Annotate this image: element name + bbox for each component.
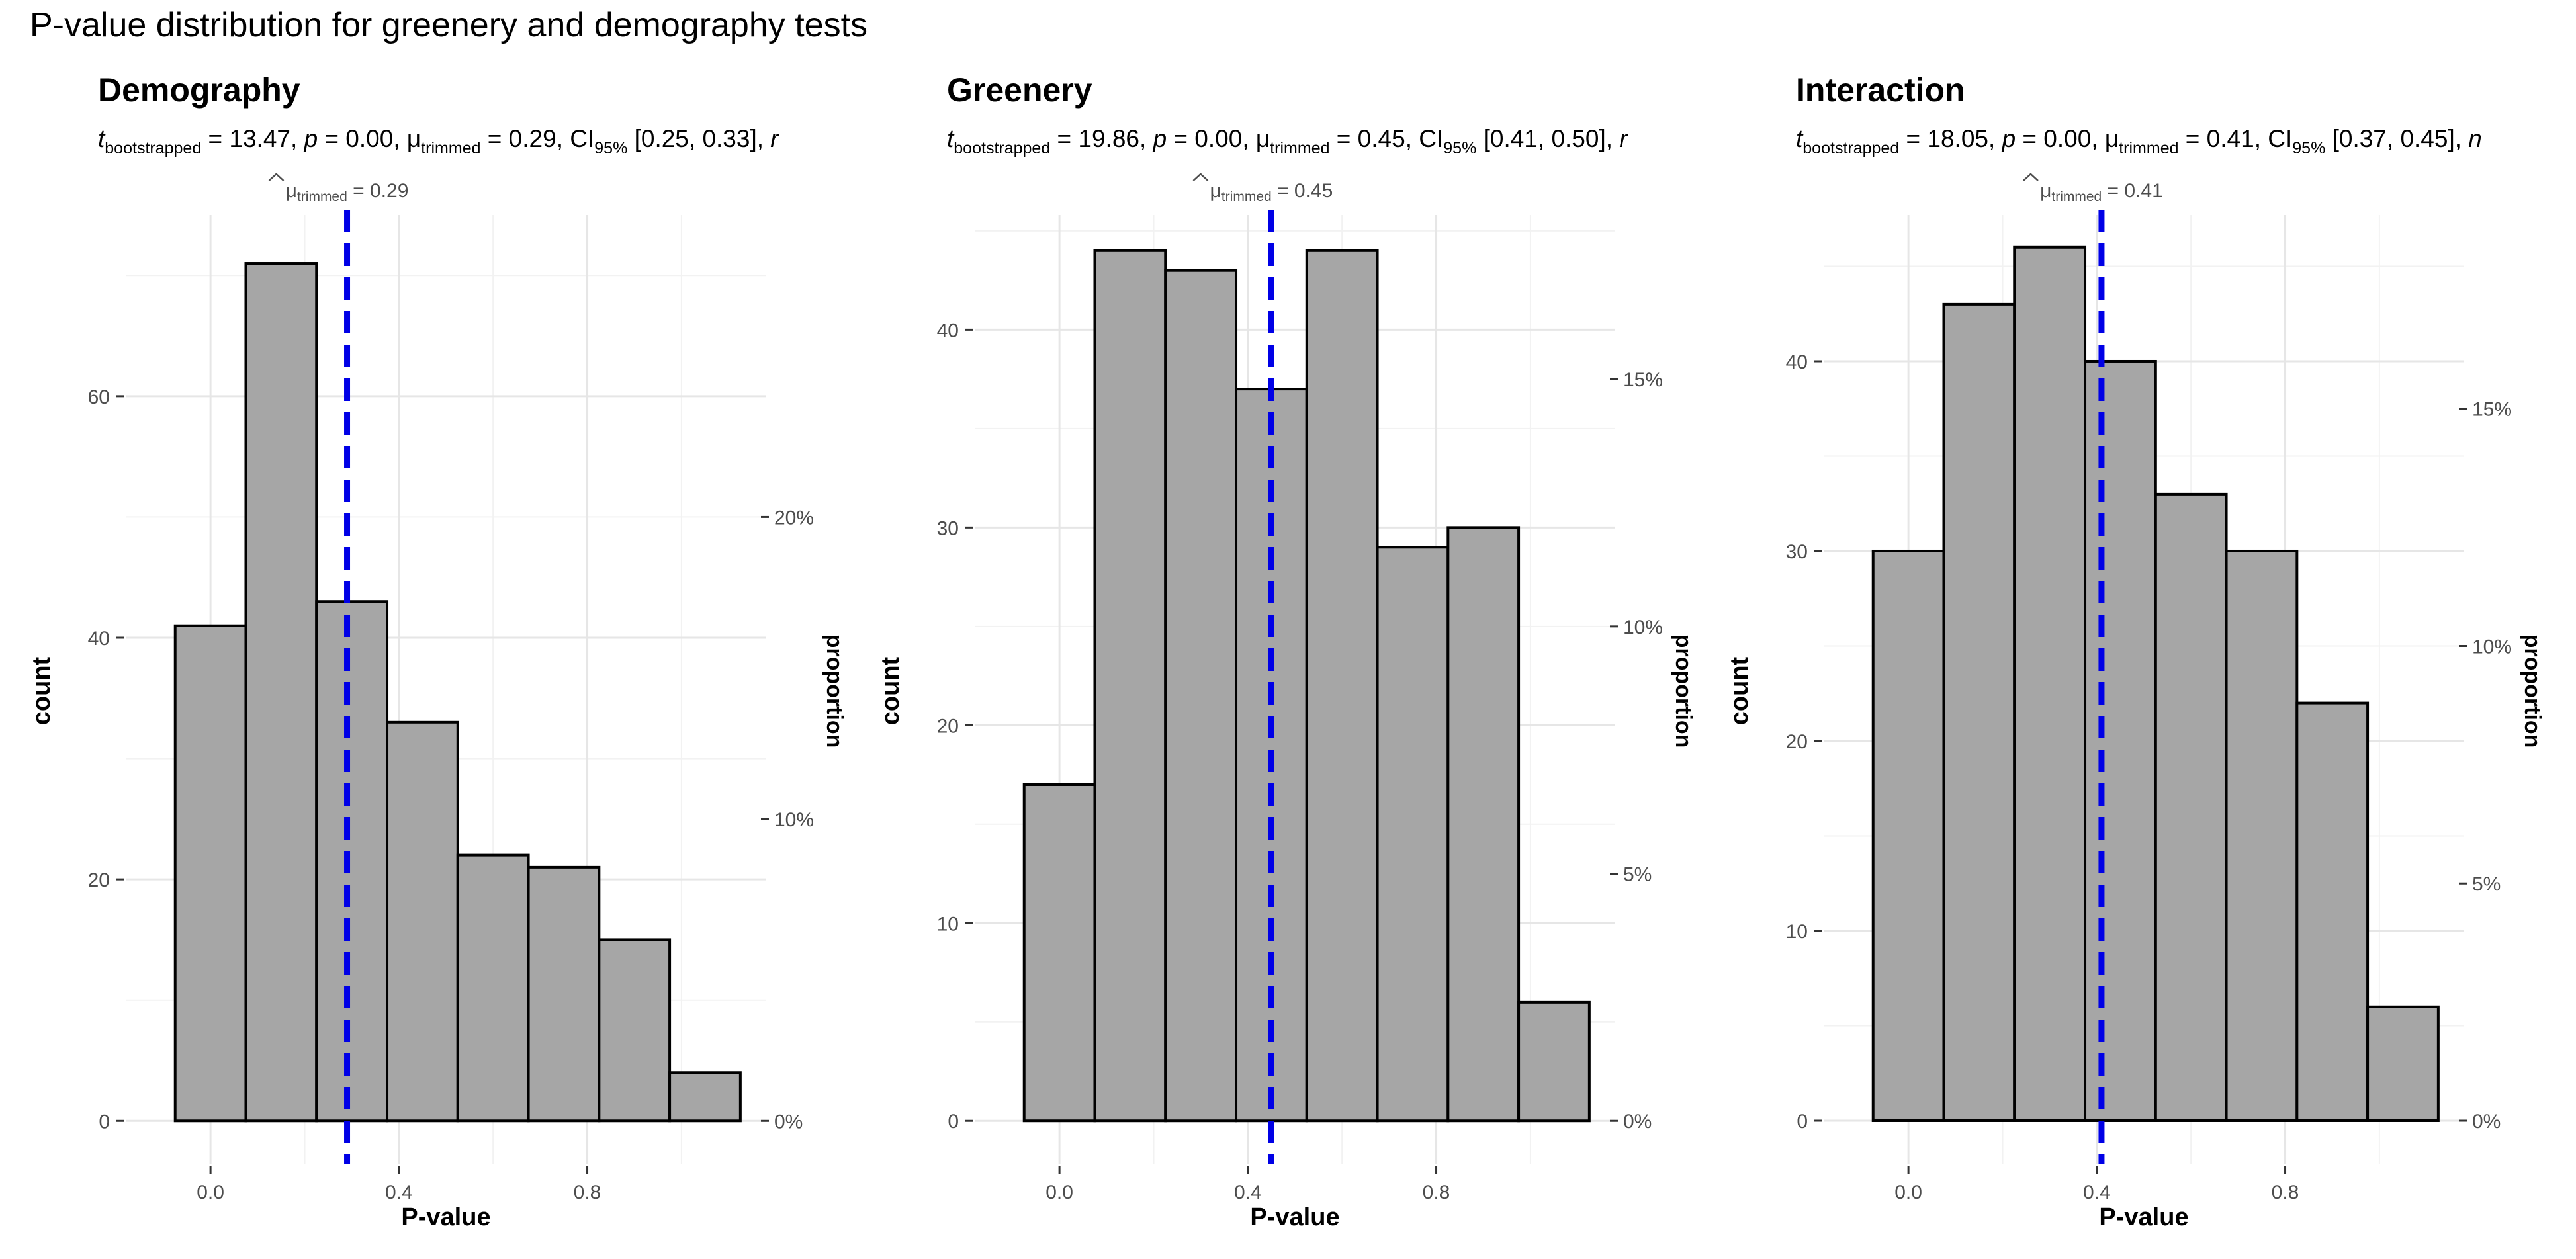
histogram-bar [527, 865, 601, 1123]
histogram-bar [2154, 492, 2228, 1122]
y2-tick-label: 15% [1623, 369, 1663, 391]
y2-tick-label: 20% [774, 507, 814, 529]
histogram-bar [2013, 245, 2087, 1122]
x-tick-label: 0.8 [574, 1182, 601, 1203]
x-axis-label: P-value [401, 1203, 490, 1231]
histogram-bar [1942, 302, 2016, 1122]
histogram-bar [2225, 549, 2299, 1122]
y2-axis-label: proportion [822, 634, 847, 748]
hat-mark [2023, 173, 2039, 181]
y2-tick-label: 10% [774, 809, 814, 831]
panel-greenery: μtrimmed = 0.45 0 10 20 30 40 0% 5% 10% 15% 0.0 0.4… [877, 71, 1696, 1231]
y2-tick-label: 10% [2472, 636, 2512, 658]
y-tick-label: 20 [937, 715, 959, 737]
histogram-bar [315, 600, 389, 1123]
panel-title: Demography [98, 71, 300, 109]
y2-axis-label: proportion [2520, 634, 2545, 748]
panel-title: Greenery [947, 71, 1092, 109]
y-tick-label: 20 [88, 869, 110, 891]
histogram-bar [1446, 526, 1521, 1123]
y-tick-label: 30 [937, 517, 959, 539]
hat-mark [1192, 173, 1209, 181]
y-tick-label: 30 [1786, 541, 1808, 563]
panel-subtitle: tbootstrapped = 13.47, p = 0.00, μtrimme… [98, 125, 779, 157]
histogram-bar [668, 1071, 742, 1123]
mean-annotation: μtrimmed = 0.45 [1210, 180, 1333, 204]
histogram-bar [1305, 249, 1379, 1123]
y-tick-label: 40 [937, 320, 959, 341]
histogram-bar [598, 938, 672, 1123]
histogram-bar [173, 624, 247, 1123]
x-tick-label: 0.4 [2083, 1182, 2111, 1203]
panel-interaction: μtrimmed = 0.41 0 10 20 30 40 0% 5% 10% 15% 0.0 0.4… [1726, 71, 2545, 1231]
x-tick-label: 0.8 [1423, 1182, 1450, 1203]
y2-tick-label: 15% [2472, 399, 2512, 421]
hat-mark [268, 173, 285, 181]
y2-tick-label: 0% [2472, 1111, 2501, 1133]
histogram-bar [1871, 549, 1945, 1122]
histogram-bar [2295, 701, 2370, 1122]
histogram-bar [386, 720, 459, 1123]
y-tick-label: 40 [88, 628, 110, 650]
histogram-bar [244, 262, 318, 1123]
mean-annotation: μtrimmed = 0.29 [286, 180, 409, 204]
y-axis-label: count [877, 656, 905, 725]
y2-axis-label: proportion [1671, 634, 1696, 748]
y2-tick-label: 5% [1623, 864, 1652, 886]
figure-title: P-value distribution for greenery and de… [30, 6, 868, 44]
y-tick-label: 0 [99, 1111, 110, 1133]
y-tick-label: 60 [88, 386, 110, 408]
y-tick-label: 20 [1786, 731, 1808, 753]
y-tick-label: 10 [1786, 921, 1808, 943]
y2-tick-label: 5% [2472, 873, 2501, 895]
y-axis-label: count [1726, 656, 1754, 725]
x-tick-label: 0.0 [197, 1182, 224, 1203]
y-tick-label: 40 [1786, 351, 1808, 373]
panel-demography: μtrimmed = 0.29 0 20 40 60 0% 10% 20% 0.0 0.4 0.8 P… [28, 71, 847, 1231]
x-axis-label: P-value [2099, 1203, 2188, 1231]
panel-subtitle: tbootstrapped = 19.86, p = 0.00, μtrimme… [947, 125, 1628, 157]
x-tick-label: 0.0 [1045, 1182, 1073, 1203]
panel-subtitle: tbootstrapped = 18.05, p = 0.00, μtrimme… [1796, 125, 2482, 157]
y2-tick-label: 0% [1623, 1111, 1652, 1133]
histogram-bar [1022, 783, 1096, 1123]
y-tick-label: 10 [937, 913, 959, 935]
mean-annotation: μtrimmed = 0.41 [2040, 180, 2163, 204]
histogram-bar [1093, 249, 1167, 1123]
x-tick-label: 0.4 [385, 1182, 413, 1203]
x-axis-label: P-value [1250, 1203, 1339, 1231]
histogram-bar [1164, 269, 1238, 1123]
x-tick-label: 0.8 [2272, 1182, 2299, 1203]
y-tick-label: 0 [1797, 1111, 1808, 1133]
histogram-bar [2366, 1005, 2440, 1122]
histogram-bar [2084, 359, 2157, 1122]
y2-tick-label: 0% [774, 1111, 803, 1133]
y2-tick-label: 10% [1623, 617, 1663, 638]
histogram-bar [1376, 546, 1450, 1123]
histogram-bar [1517, 1000, 1591, 1123]
panel-title: Interaction [1796, 71, 1965, 109]
y-tick-label: 0 [948, 1111, 959, 1133]
x-tick-label: 0.0 [1894, 1182, 1922, 1203]
y-axis-label: count [28, 656, 56, 725]
histogram-bar [456, 853, 530, 1123]
x-tick-label: 0.4 [1234, 1182, 1262, 1203]
